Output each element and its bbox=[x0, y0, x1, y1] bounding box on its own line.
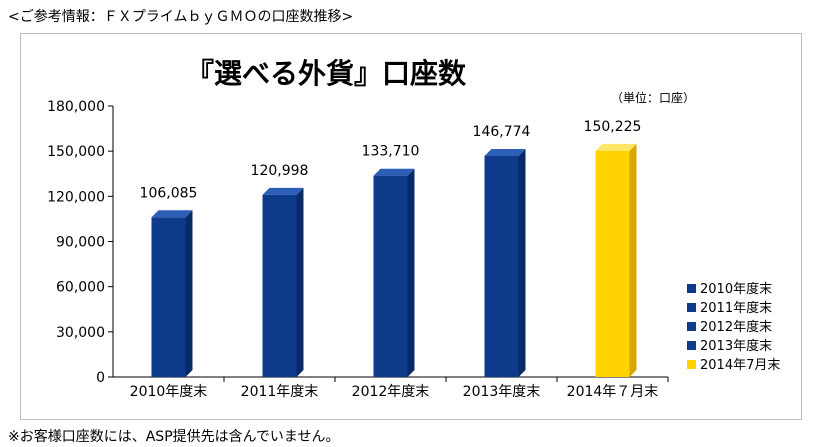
legend-label: 2014年7月末 bbox=[700, 358, 780, 373]
y-tick-label: 180,000 bbox=[47, 99, 105, 115]
page-caption: <ご参考情報：ＦＸプライムｂｙＧＭＯの口座数推移> bbox=[8, 9, 354, 25]
legend-swatch bbox=[687, 284, 696, 293]
x-tick-label: 2014年７月末 bbox=[567, 384, 659, 400]
bar bbox=[484, 156, 519, 377]
legend-label: 2011年度末 bbox=[700, 300, 772, 316]
bar-top bbox=[595, 143, 637, 151]
legend-swatch bbox=[687, 303, 696, 312]
bar-top bbox=[373, 168, 415, 176]
y-tick-label: 0 bbox=[96, 370, 105, 386]
bar-side bbox=[185, 210, 193, 377]
x-tick-label: 2013年度末 bbox=[463, 384, 541, 400]
bar-side bbox=[518, 149, 526, 377]
legend-label: 2013年度末 bbox=[700, 338, 772, 354]
legend-swatch bbox=[687, 322, 696, 331]
bar-top bbox=[262, 187, 304, 195]
data-label: 133,710 bbox=[362, 144, 420, 160]
bar-side bbox=[296, 187, 304, 377]
chart-title: 『選べる外貨』口座数 bbox=[185, 57, 466, 90]
bar-top bbox=[151, 210, 193, 218]
bar bbox=[262, 194, 297, 377]
x-tick-label: 2012年度末 bbox=[352, 384, 430, 400]
y-tick-label: 60,000 bbox=[56, 280, 105, 296]
legend-label: 2012年度末 bbox=[700, 319, 772, 335]
data-label: 106,085 bbox=[140, 185, 198, 201]
x-tick-label: 2011年度末 bbox=[241, 384, 319, 400]
y-tick-label: 120,000 bbox=[47, 189, 105, 205]
bar-side bbox=[407, 168, 415, 377]
bar bbox=[373, 175, 408, 377]
bar-top bbox=[484, 149, 526, 157]
legend-label: 2010年度末 bbox=[700, 281, 772, 297]
data-label: 146,774 bbox=[473, 124, 531, 140]
bar-side bbox=[629, 143, 637, 377]
y-tick-label: 150,000 bbox=[47, 144, 105, 160]
data-label: 120,998 bbox=[251, 163, 309, 179]
x-tick-label: 2010年度末 bbox=[130, 384, 208, 400]
bar bbox=[151, 217, 186, 377]
bar bbox=[595, 150, 630, 377]
y-tick-label: 30,000 bbox=[56, 325, 105, 341]
footnote: ※お客様口座数には、ASP提供先は含んでいません。 bbox=[8, 429, 340, 445]
unit-label: （単位：口座） bbox=[611, 91, 696, 105]
legend-swatch bbox=[687, 341, 696, 350]
y-tick-label: 90,000 bbox=[56, 235, 105, 251]
data-label: 150,225 bbox=[584, 119, 642, 135]
legend-swatch bbox=[687, 360, 696, 369]
